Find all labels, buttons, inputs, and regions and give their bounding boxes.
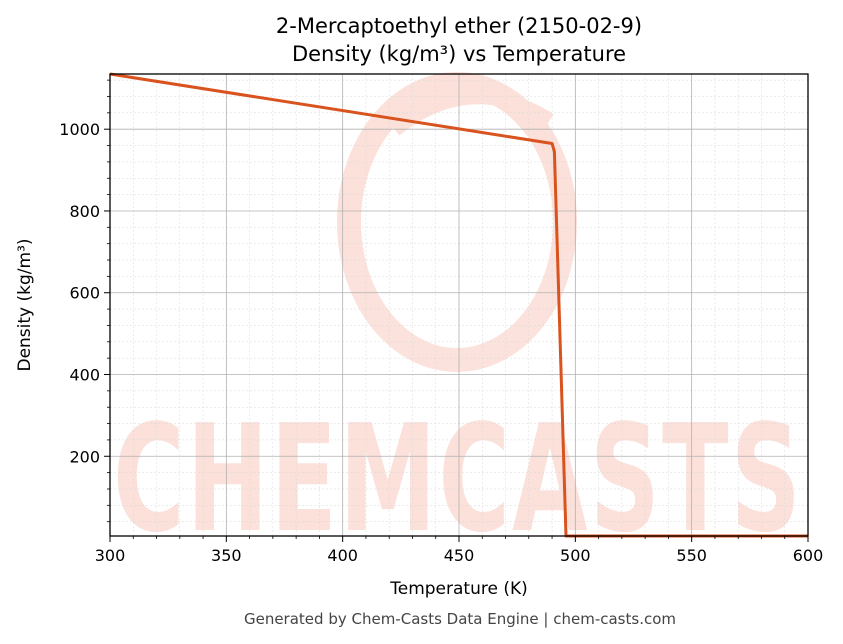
x-tick-label: 400	[327, 546, 358, 565]
x-tick-labels: 300 350 400 450 500 550 600	[95, 546, 824, 565]
x-tick-label: 300	[95, 546, 126, 565]
x-tick-label: 600	[793, 546, 824, 565]
x-axis-label: Temperature (K)	[389, 579, 528, 599]
y-tick-label: 200	[69, 447, 100, 466]
chart-subtitle: Density (kg/m³) vs Temperature	[292, 42, 626, 66]
y-tick-label: 1000	[59, 120, 100, 139]
x-tick-label: 500	[560, 546, 591, 565]
y-tick-labels: 200 400 600 800 1000	[59, 120, 100, 466]
footer-credit: Generated by Chem-Casts Data Engine | ch…	[244, 610, 676, 628]
x-tick-label: 450	[444, 546, 475, 565]
y-tick-label: 400	[69, 366, 100, 385]
watermark-text: CHEMCASTS	[113, 393, 803, 565]
y-axis-label: Density (kg/m³)	[15, 238, 35, 371]
y-tick-label: 600	[69, 284, 100, 303]
chemcasts-watermark: CHEMCASTS	[113, 72, 803, 565]
axis-ticks	[104, 79, 809, 542]
chart-title: 2-Mercaptoethyl ether (2150-02-9)	[276, 14, 642, 38]
y-tick-label: 800	[69, 202, 100, 221]
major-grid	[110, 74, 808, 536]
x-tick-label: 550	[676, 546, 707, 565]
x-tick-label: 350	[211, 546, 242, 565]
